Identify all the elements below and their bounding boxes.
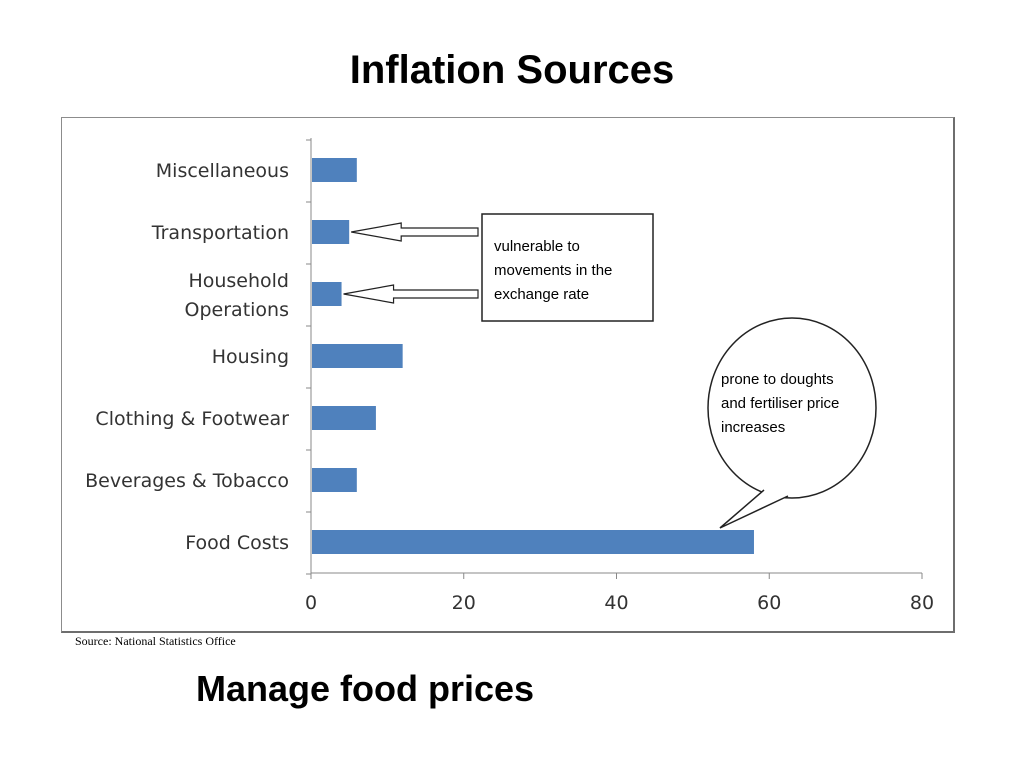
bar-beverages-and-tobacco bbox=[312, 468, 357, 492]
bar-housing bbox=[312, 344, 403, 368]
source-note: Source: National Statistics Office bbox=[75, 634, 236, 648]
bar-miscellaneous bbox=[312, 158, 357, 182]
x-tick-label: 60 bbox=[757, 592, 781, 614]
bar-chart: Miscellaneous Transportation Household Oper… bbox=[85, 138, 934, 614]
x-tick-label: 0 bbox=[305, 592, 317, 614]
bubble-seam-cover bbox=[765, 486, 787, 496]
bar-food-costs bbox=[312, 530, 754, 554]
annotation-bubble-food bbox=[707, 317, 877, 499]
category-label-clothing-and-footwear: Clothing & Footwear bbox=[95, 408, 289, 430]
bar-clothing-and-footwear bbox=[312, 406, 376, 430]
category-label-miscellaneous: Miscellaneous bbox=[156, 160, 289, 182]
category-label-food-costs: Food Costs bbox=[185, 532, 289, 554]
x-tick-label: 80 bbox=[910, 592, 934, 614]
arrow-to-household-operations bbox=[343, 284, 479, 304]
bottom-message: Manage food prices bbox=[196, 668, 535, 709]
bar-household-operations bbox=[312, 282, 342, 306]
chart-frame: Miscellaneous Transportation Household Oper… bbox=[61, 117, 955, 633]
category-label-beverages-and-tobacco: Beverages & Tobacco bbox=[85, 470, 289, 492]
annotation-bubble-tail bbox=[719, 489, 789, 529]
annotation-text-exchange-rate: vulnerable to movements in the exchange ra… bbox=[494, 238, 612, 303]
x-tick-label: 40 bbox=[604, 592, 628, 614]
slide-title: Inflation Sources bbox=[349, 48, 675, 92]
category-label-transportation: Transportation bbox=[151, 222, 289, 244]
bar-transportation bbox=[312, 220, 350, 244]
annotation-box-exchange-rate bbox=[481, 213, 654, 322]
annotation-text-food: prone to doughts and fertiliser price incr… bbox=[721, 371, 839, 436]
category-label-housing: Housing bbox=[212, 346, 289, 368]
x-tick-label: 20 bbox=[452, 592, 476, 614]
category-label-household-operations: Household Operations bbox=[185, 270, 289, 321]
arrow-to-transportation bbox=[351, 222, 479, 242]
